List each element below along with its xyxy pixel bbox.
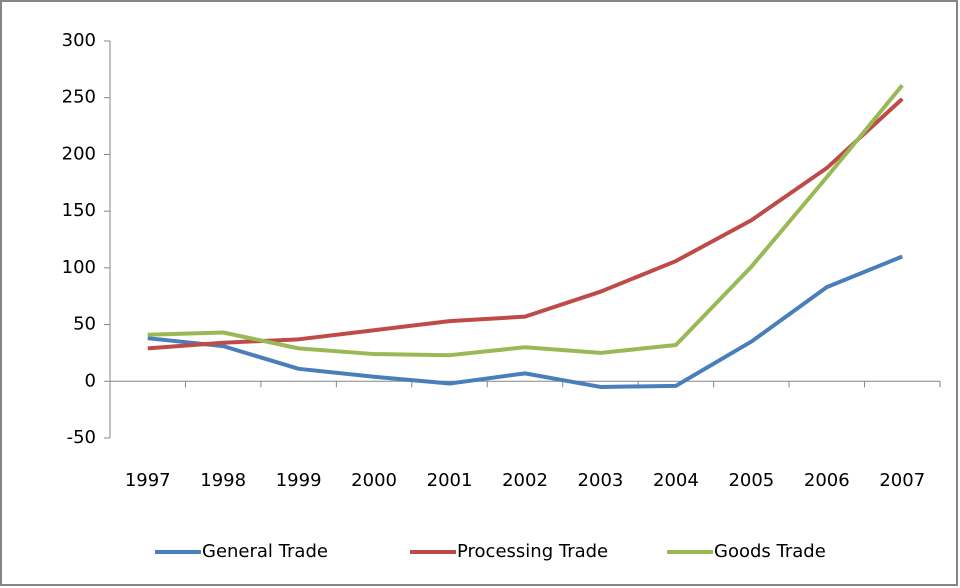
x-tick-label: 2002 xyxy=(502,470,548,491)
y-tick-label: 300 xyxy=(62,30,96,51)
x-tick-label: 1997 xyxy=(125,470,171,491)
y-tick-label: 200 xyxy=(62,143,96,164)
legend-label: General Trade xyxy=(202,541,328,562)
x-tick-label: 1999 xyxy=(276,470,322,491)
series-line xyxy=(147,97,904,351)
y-tick-label: 250 xyxy=(62,87,96,108)
x-tick-label: 2007 xyxy=(879,470,925,491)
y-tick-label: 0 xyxy=(85,370,96,391)
y-tick-label: -50 xyxy=(67,427,96,448)
x-tick-label: 2003 xyxy=(578,470,624,491)
y-tick-label: 100 xyxy=(62,257,96,278)
legend-label: Processing Trade xyxy=(457,541,608,562)
series-line xyxy=(147,83,904,358)
x-tick-label: 2005 xyxy=(728,470,774,491)
legend-label: Goods Trade xyxy=(714,541,826,562)
x-tick-label: 2000 xyxy=(351,470,397,491)
y-tick-label: 50 xyxy=(73,314,96,335)
series-line xyxy=(147,254,904,389)
x-tick-label: 2004 xyxy=(653,470,699,491)
x-tick-label: 1998 xyxy=(200,470,246,491)
y-tick-label: 150 xyxy=(62,200,96,221)
x-tick-label: 2006 xyxy=(804,470,850,491)
x-tick-label: 2001 xyxy=(427,470,473,491)
